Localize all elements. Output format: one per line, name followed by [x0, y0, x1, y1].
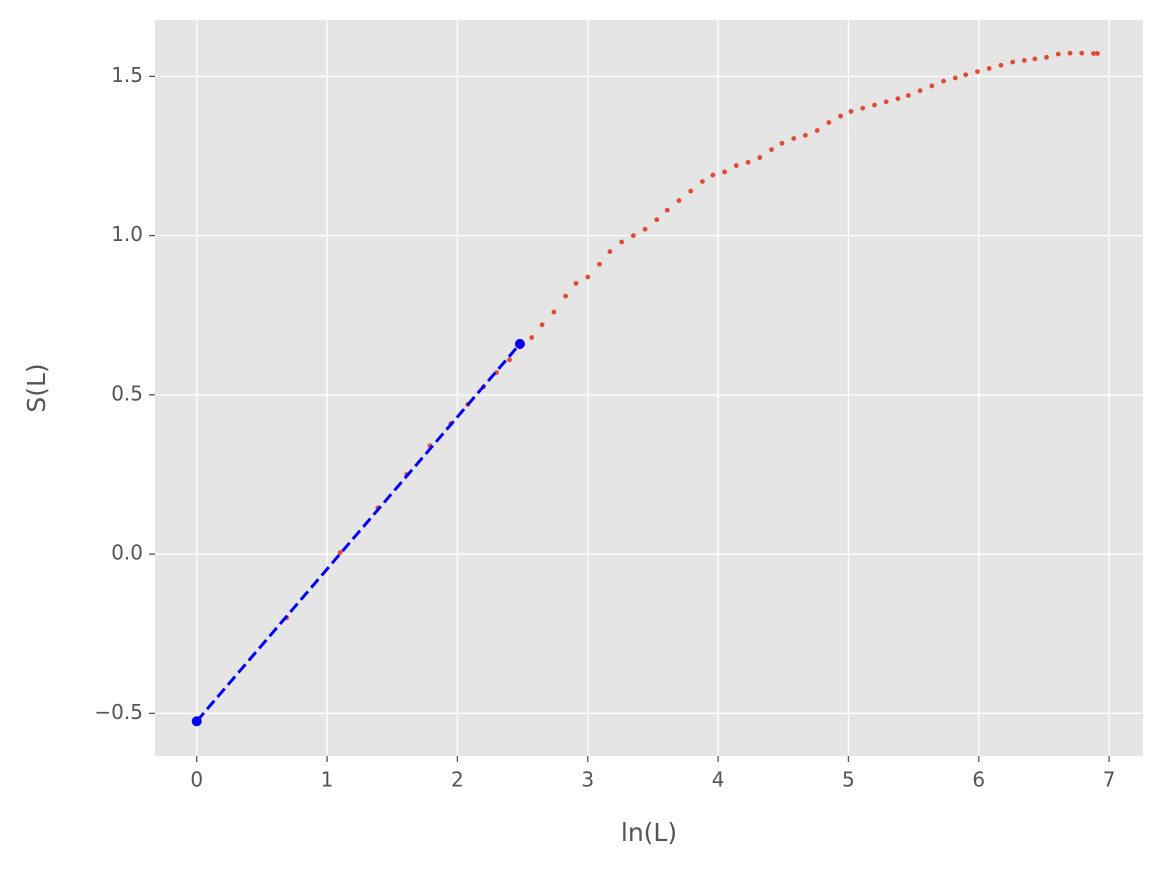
data-point — [803, 132, 808, 138]
x-axis-label: ln(L) — [621, 818, 677, 847]
data-point — [1079, 50, 1085, 56]
data-point — [872, 102, 877, 108]
data-point — [963, 72, 969, 78]
data-point — [952, 75, 958, 81]
data-point — [1032, 56, 1038, 62]
data-point — [905, 93, 911, 98]
data-point — [814, 128, 820, 133]
data-point — [607, 249, 613, 254]
data-point — [654, 217, 660, 223]
data-point — [745, 159, 751, 165]
y-tick-label: 0.0 — [111, 541, 143, 565]
data-point — [551, 309, 557, 315]
data-point — [1094, 51, 1100, 56]
y-tick-label: −0.5 — [94, 700, 143, 724]
fit-endpoint — [191, 716, 202, 727]
x-tick-label: 0 — [190, 768, 203, 792]
data-point — [676, 198, 682, 203]
data-point — [733, 163, 739, 168]
x-tick-label: 6 — [972, 768, 985, 792]
data-point — [895, 96, 901, 102]
data-point — [826, 120, 832, 125]
data-point — [619, 239, 625, 245]
data-point — [917, 88, 923, 94]
data-point — [688, 188, 694, 194]
data-point — [539, 322, 545, 328]
data-point — [1010, 59, 1016, 65]
data-point — [563, 293, 568, 299]
data-point — [941, 78, 946, 84]
data-point — [757, 155, 763, 160]
data-point — [860, 105, 866, 111]
x-tick-label: 4 — [712, 768, 725, 792]
x-tick-label: 2 — [451, 768, 464, 792]
x-tick-label: 5 — [842, 768, 855, 792]
data-point — [507, 357, 512, 363]
data-point — [791, 136, 797, 141]
data-point — [883, 99, 889, 105]
data-point — [710, 172, 716, 178]
data-point — [986, 66, 992, 71]
data-point — [664, 207, 670, 213]
y-tick-label: 1.5 — [111, 63, 143, 87]
y-axis-label: S(L) — [22, 363, 51, 412]
data-point — [700, 179, 705, 184]
data-point — [779, 140, 785, 146]
data-point — [975, 69, 980, 74]
data-point — [1091, 51, 1096, 56]
x-tick-label: 7 — [1103, 768, 1116, 792]
data-point — [848, 109, 854, 114]
plot-area — [155, 20, 1143, 756]
data-point — [573, 280, 579, 286]
x-tick-label: 1 — [321, 768, 334, 792]
fit-line — [195, 342, 522, 723]
data-point — [769, 147, 774, 153]
data-point — [838, 113, 844, 119]
data-point — [337, 550, 343, 555]
y-tick-label: 1.0 — [111, 222, 143, 246]
data-point — [642, 226, 648, 232]
x-tick-label: 3 — [581, 768, 594, 792]
y-tick-label: 0.5 — [111, 381, 143, 405]
data-point — [1021, 58, 1027, 63]
data-point — [1044, 54, 1049, 60]
data-point — [630, 233, 636, 239]
data-point — [597, 261, 602, 267]
fit-endpoint — [514, 338, 525, 349]
data-point — [1055, 51, 1061, 57]
data-point — [722, 169, 727, 175]
data-point — [929, 83, 935, 89]
data-point — [529, 335, 535, 340]
data-point — [585, 274, 591, 280]
data-point — [1067, 50, 1073, 56]
data-point — [998, 62, 1004, 68]
